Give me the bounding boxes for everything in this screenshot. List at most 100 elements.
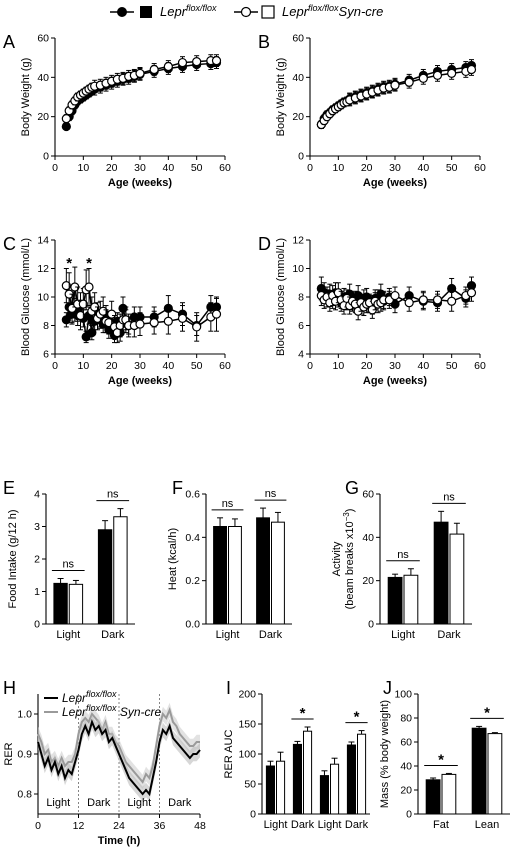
x-tick-label: 10 bbox=[77, 162, 89, 174]
y-tick-label: 2 bbox=[34, 554, 40, 566]
category-label: Light bbox=[264, 819, 288, 831]
x-axis-label: Age (weeks) bbox=[363, 177, 428, 189]
x-tick-label: 40 bbox=[417, 162, 429, 174]
bar-ctrl bbox=[319, 775, 329, 815]
y-tick-label: 1 bbox=[34, 586, 40, 598]
data-point bbox=[211, 309, 222, 319]
y-tick-label: 150 bbox=[238, 719, 256, 731]
bar-ctrl bbox=[387, 576, 403, 625]
bar-ctrl bbox=[346, 744, 356, 815]
y-tick-label: 0 bbox=[406, 809, 412, 821]
y-axis-label-part: (beam breaks x10 bbox=[344, 521, 356, 609]
y-tick-label: 8 bbox=[43, 320, 49, 332]
category-label: Lean bbox=[475, 819, 499, 831]
y-tick-label: 10 bbox=[37, 292, 49, 304]
category-label: Dark bbox=[101, 629, 125, 641]
y-tick-label: 50 bbox=[244, 779, 256, 791]
bar-ctrl bbox=[433, 521, 449, 625]
figure-legend: Leprflox/flox Leprflox/floxSyn-cre bbox=[110, 3, 383, 19]
data-point bbox=[466, 288, 477, 298]
y-tick-label: 0.0 bbox=[185, 619, 200, 631]
significance-label: ns bbox=[443, 491, 455, 503]
y-tick-label: 0 bbox=[298, 151, 304, 163]
significance-star: * bbox=[86, 255, 92, 272]
x-tick-label: 0 bbox=[307, 360, 313, 372]
data-point bbox=[149, 64, 159, 75]
x-tick-label: 40 bbox=[162, 162, 174, 174]
significance-label: ns bbox=[265, 488, 277, 500]
panel-label: G bbox=[345, 478, 359, 498]
x-axis-label: Age (weeks) bbox=[108, 177, 173, 189]
x-tick-label: 10 bbox=[332, 162, 344, 174]
legend-ko-text: Leprflox/floxSyn-cre bbox=[282, 3, 383, 19]
data-point bbox=[61, 114, 71, 124]
x-tick-label: 30 bbox=[389, 162, 401, 174]
legend-main: Lepr bbox=[62, 705, 87, 719]
series-ko bbox=[316, 63, 477, 130]
bar-ko bbox=[276, 760, 286, 815]
x-tick-label: 40 bbox=[162, 360, 174, 372]
y-axis-label: Body Weight (g) bbox=[20, 58, 32, 137]
y-tick-label: 20 bbox=[37, 111, 49, 123]
panel-label: F bbox=[172, 478, 183, 498]
y-tick-label: 1.0 bbox=[17, 709, 32, 721]
x-tick-label: 50 bbox=[446, 360, 458, 372]
legend-ctrl-text: Leprflox/flox bbox=[160, 3, 217, 19]
y-tick-label: 60 bbox=[292, 33, 304, 45]
legend-ko-circle bbox=[240, 6, 252, 18]
legend-ctrl-square bbox=[140, 6, 152, 18]
data-point bbox=[466, 64, 477, 75]
bar-ctrl bbox=[97, 529, 113, 625]
significance-label: ns bbox=[107, 489, 119, 501]
bar-ko bbox=[68, 583, 84, 625]
category-label: Light bbox=[318, 819, 342, 831]
significance-star: * bbox=[66, 255, 72, 272]
x-axis-label: Age (weeks) bbox=[108, 375, 173, 387]
data-point bbox=[149, 318, 159, 328]
legend-text: Leprflox/flox bbox=[62, 689, 117, 705]
data-point bbox=[211, 56, 222, 66]
x-tick-label: 50 bbox=[191, 360, 203, 372]
series-band bbox=[38, 714, 200, 802]
x-tick-label: 10 bbox=[77, 360, 89, 372]
y-tick-label: 20 bbox=[292, 111, 304, 123]
significance-label: ns bbox=[397, 549, 409, 561]
significance-label: * bbox=[300, 705, 306, 722]
series-ctrl bbox=[37, 714, 201, 802]
x-tick-label: 0 bbox=[307, 162, 313, 174]
bar-ko bbox=[113, 516, 128, 625]
significance-label: ns bbox=[62, 559, 74, 571]
x-tick-label: 60 bbox=[474, 360, 486, 372]
panel-label: E bbox=[3, 478, 15, 498]
x-axis-label: Age (weeks) bbox=[363, 375, 428, 387]
data-point bbox=[177, 57, 188, 68]
bar-ctrl bbox=[53, 582, 68, 625]
data-point bbox=[177, 313, 188, 323]
y-tick-label: 0 bbox=[43, 151, 49, 163]
significance-label: * bbox=[438, 751, 444, 768]
data-point bbox=[78, 299, 88, 309]
y-tick-label: 20 bbox=[400, 785, 412, 797]
bar-ctrl bbox=[292, 743, 302, 815]
x-tick-label: 60 bbox=[474, 162, 486, 174]
x-tick-label: 30 bbox=[134, 360, 146, 372]
y-tick-label: 0 bbox=[250, 809, 256, 821]
x-tick-label: 50 bbox=[446, 162, 458, 174]
panel-J: J 0 20 40 60 80 100 Fat * Lean * Mass (% body weigh… bbox=[379, 678, 510, 831]
y-axis-label: Heat (kcal/h) bbox=[167, 528, 179, 590]
panel-C: C 6 8 10 12 14 0 10 20 30 40 50 60 Age (weeks) Blood G… bbox=[3, 234, 231, 387]
y-tick-label: 12 bbox=[37, 263, 49, 275]
y-tick-label: 80 bbox=[400, 713, 412, 725]
panel-label: B bbox=[258, 32, 270, 52]
x-tick-label: 20 bbox=[361, 360, 373, 372]
y-tick-label: 20 bbox=[362, 575, 374, 587]
x-tick-label: 10 bbox=[332, 360, 344, 372]
panel-H: H 0.8 0.9 1.0 0 12 24 36 48 Time (h) RER Light Dark L… bbox=[3, 678, 206, 847]
bar-ctrl bbox=[471, 727, 487, 815]
data-point bbox=[135, 68, 145, 79]
legend-text: Leprflox/flox Syn-cre bbox=[62, 703, 162, 719]
y-tick-label: 14 bbox=[37, 235, 49, 247]
y-tick-label: 40 bbox=[292, 72, 304, 84]
x-tick-label: 20 bbox=[361, 162, 373, 174]
